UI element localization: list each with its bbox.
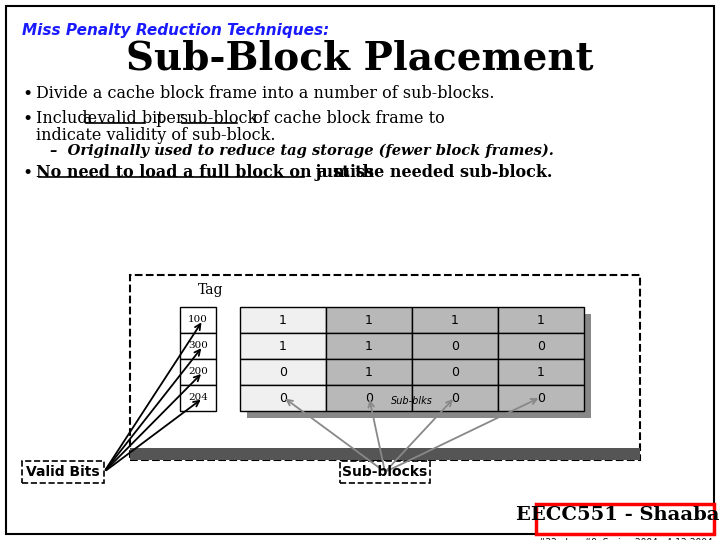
Text: Include: Include [36, 110, 102, 127]
Bar [536, 504, 714, 534]
Bar [180, 385, 216, 411]
Text: 1: 1 [279, 340, 287, 353]
Bar [22, 461, 104, 483]
Text: 0: 0 [451, 366, 459, 379]
Text: Sub-blocks: Sub-blocks [343, 465, 428, 479]
Text: 1: 1 [365, 314, 373, 327]
Text: 1: 1 [537, 314, 545, 327]
Bar [240, 307, 326, 333]
Text: 0: 0 [279, 392, 287, 404]
Text: indicate validity of sub-block.: indicate validity of sub-block. [36, 127, 276, 144]
Bar [498, 307, 584, 333]
Text: 1: 1 [279, 314, 287, 327]
Text: of cache block frame to: of cache block frame to [243, 110, 445, 127]
Text: 0: 0 [451, 340, 459, 353]
Bar [130, 275, 640, 460]
Text: Miss Penalty Reduction Techniques:: Miss Penalty Reduction Techniques: [22, 23, 329, 38]
Bar [180, 333, 216, 359]
Text: 204: 204 [188, 394, 208, 402]
Text: •: • [22, 164, 32, 182]
Text: 0: 0 [537, 392, 545, 404]
Text: 0: 0 [279, 366, 287, 379]
Text: Valid Bits: Valid Bits [26, 465, 100, 479]
Text: 100: 100 [188, 315, 208, 325]
Text: #22   Lec #9  Spring 2004   4-12-2004: #22 Lec #9 Spring 2004 4-12-2004 [538, 538, 712, 540]
Bar [498, 333, 584, 359]
Bar [326, 333, 412, 359]
Text: 1: 1 [451, 314, 459, 327]
Bar [498, 359, 584, 385]
Bar [498, 385, 584, 411]
Text: EECC551 - Shaaban: EECC551 - Shaaban [516, 507, 720, 524]
Text: •: • [22, 110, 32, 128]
Bar [412, 307, 498, 333]
Text: 0: 0 [451, 392, 459, 404]
Text: 0: 0 [365, 392, 373, 404]
Text: Sub-Block Placement: Sub-Block Placement [126, 40, 594, 78]
Bar [240, 333, 326, 359]
Bar [130, 448, 640, 460]
Text: just the needed sub-block.: just the needed sub-block. [310, 164, 552, 181]
Bar [326, 385, 412, 411]
Text: No need to load a full block on a miss: No need to load a full block on a miss [36, 164, 374, 181]
Text: –  Originally used to reduce tag storage (fewer block frames).: – Originally used to reduce tag storage … [50, 144, 554, 158]
Text: Sub-blks: Sub-blks [391, 396, 433, 406]
Text: a valid bit: a valid bit [83, 110, 163, 127]
Text: 1: 1 [537, 366, 545, 379]
Bar [240, 385, 326, 411]
Text: Tag: Tag [198, 283, 223, 297]
Bar [180, 359, 216, 385]
Bar [412, 385, 498, 411]
Text: sub-block: sub-block [179, 110, 257, 127]
Bar [247, 314, 591, 418]
Text: •: • [22, 85, 32, 103]
Bar [180, 307, 216, 333]
Text: 200: 200 [188, 368, 208, 376]
Bar [326, 307, 412, 333]
Bar [412, 359, 498, 385]
Text: 1: 1 [365, 340, 373, 353]
Bar [412, 333, 498, 359]
Text: 300: 300 [188, 341, 208, 350]
Bar [340, 461, 430, 483]
Bar [240, 359, 326, 385]
Text: Divide a cache block frame into a number of sub-blocks.: Divide a cache block frame into a number… [36, 85, 495, 102]
Text: 0: 0 [537, 340, 545, 353]
Text: per: per [151, 110, 189, 127]
Text: 1: 1 [365, 366, 373, 379]
Bar [326, 359, 412, 385]
